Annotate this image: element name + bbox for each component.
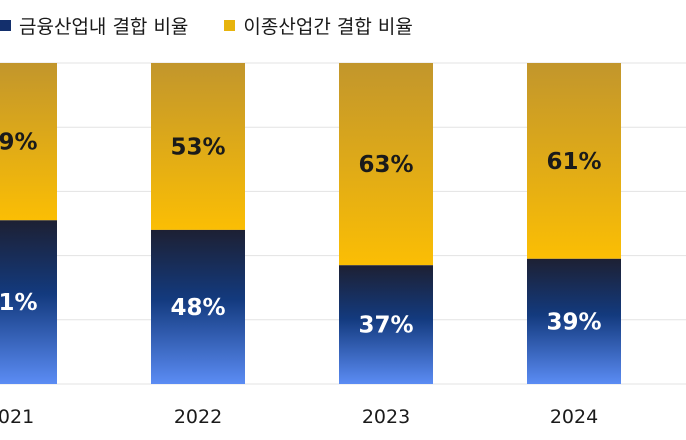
data-label-cross-industry-2022: 53% — [170, 134, 225, 160]
bar-financial-2024 — [527, 258, 621, 384]
bar-cross-industry-2023 — [339, 63, 433, 266]
data-label-cross-industry-2023: 63% — [358, 152, 413, 178]
legend-item-cross-industry: 이종산업간 결합 비율 — [224, 12, 413, 39]
data-label-cross-industry-2021: 49% — [0, 130, 38, 156]
legend-label-cross-industry: 이종산업간 결합 비율 — [243, 15, 413, 38]
bar-cross-industry-2021 — [0, 63, 57, 221]
bar-financial-2021 — [0, 220, 57, 384]
bar-cross-industry-2024 — [527, 63, 621, 259]
data-label-financial-2023: 37% — [358, 313, 413, 339]
x-tick-label-2022: 2022 — [174, 406, 222, 428]
x-tick-label-2021: 2021 — [0, 406, 34, 428]
data-label-financial-2022: 48% — [170, 295, 225, 321]
legend-item-financial: 금융산업내 결합 비율 — [0, 12, 188, 39]
data-label-cross-industry-2024: 61% — [546, 149, 601, 175]
x-tick-label-2023: 2023 — [362, 406, 410, 428]
bar-financial-2023 — [339, 265, 433, 384]
legend: 금융산업내 결합 비율 이종산업간 결합 비율 — [0, 10, 413, 40]
legend-swatch-financial — [0, 19, 11, 31]
data-label-financial-2024: 39% — [546, 309, 601, 335]
legend-swatch-cross-industry — [224, 19, 236, 31]
legend-label-financial: 금융산업내 결합 비율 — [19, 15, 189, 38]
bar-cross-industry-2022 — [151, 63, 245, 230]
x-tick-label-2024: 2024 — [550, 406, 598, 428]
data-label-financial-2021: 51% — [0, 290, 38, 316]
bar-financial-2022 — [151, 229, 245, 384]
